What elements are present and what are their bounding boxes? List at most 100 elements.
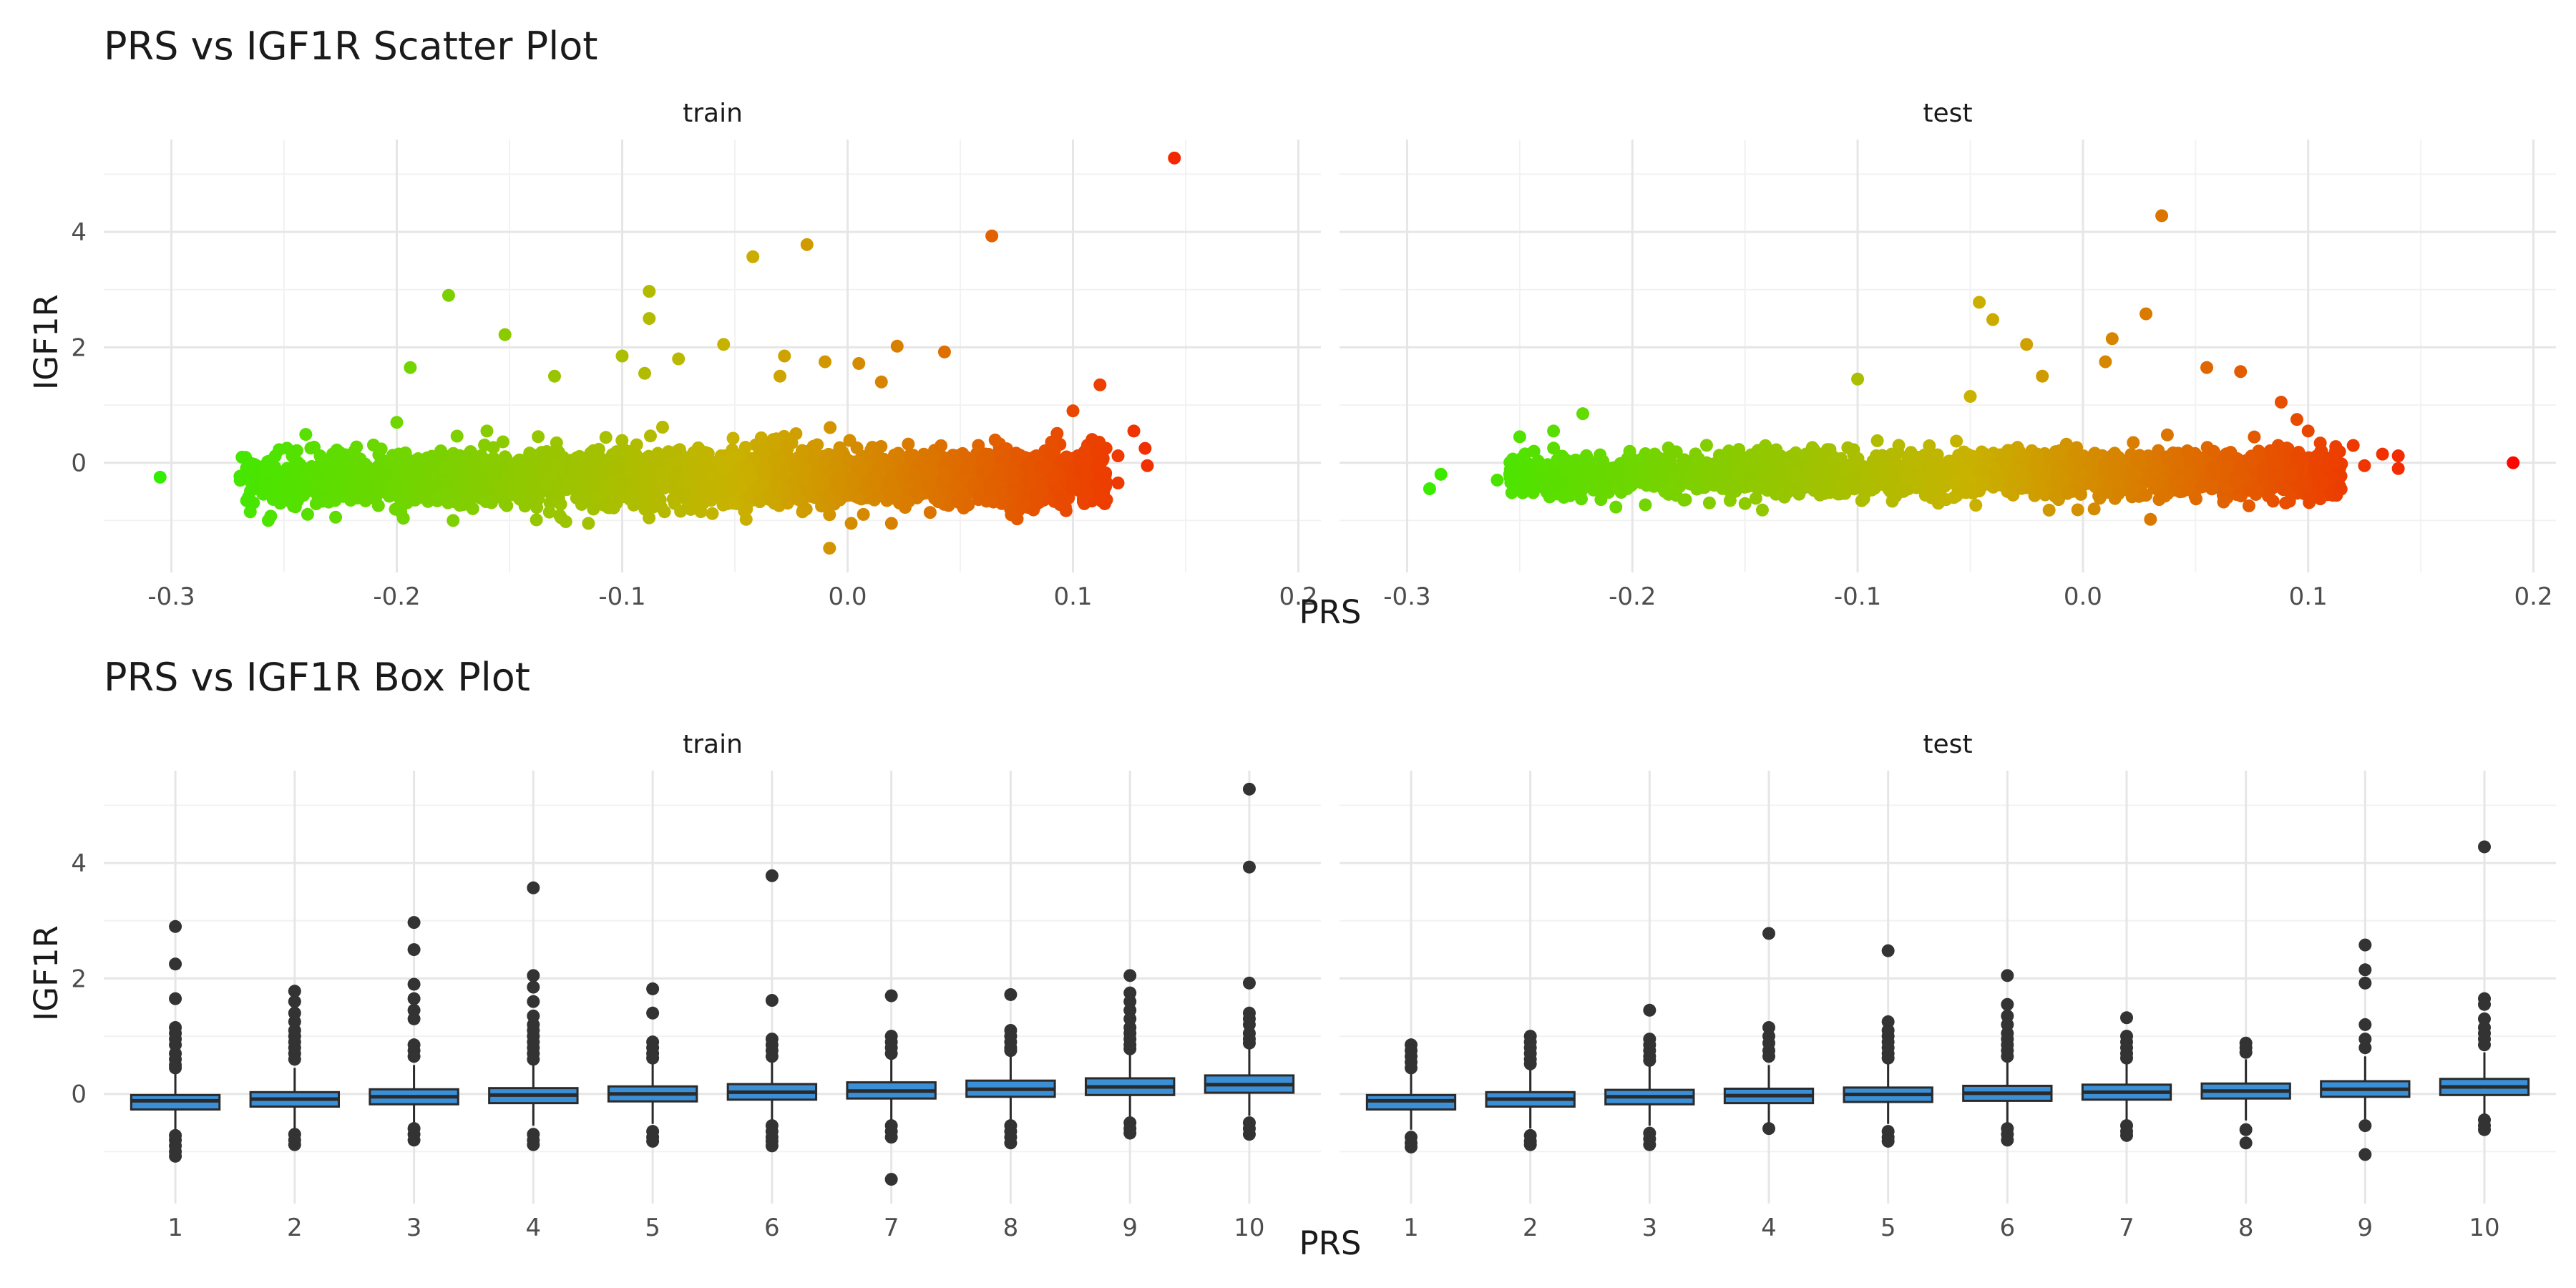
- scatter-point: [390, 416, 404, 429]
- scatter-point: [983, 484, 997, 497]
- scatter-point: [643, 285, 656, 298]
- scatter-point: [1023, 472, 1036, 486]
- scatter-point: [1040, 461, 1053, 474]
- scatter-point: [615, 490, 628, 504]
- y-tick-label: 4: [71, 218, 87, 247]
- scatter-point: [615, 349, 629, 363]
- x-tick-label: 0.2: [1279, 582, 1317, 611]
- scatter-point: [354, 473, 368, 487]
- scatter-point: [2248, 430, 2261, 444]
- scatter-point: [480, 424, 494, 438]
- scatter-points: [153, 151, 1181, 555]
- x-tick-label: -0.2: [1609, 582, 1656, 611]
- x-tick-label: -0.2: [373, 582, 420, 611]
- scatter-point: [1699, 439, 1713, 452]
- scatter-point: [930, 487, 944, 501]
- scatter-point: [1639, 498, 1652, 512]
- scatter-point: [796, 505, 809, 519]
- scatter-point: [411, 452, 425, 466]
- scatter-point: [723, 473, 737, 487]
- scatter-point: [591, 491, 605, 504]
- x-tick-label: 0.0: [828, 582, 867, 611]
- scatter-point: [153, 470, 167, 484]
- scatter-point: [502, 479, 516, 492]
- scatter-point: [407, 468, 421, 482]
- x-tick-label: 0.2: [2514, 582, 2552, 611]
- scatter-point: [261, 514, 275, 527]
- scatter-point: [811, 438, 824, 452]
- scatter-point: [937, 345, 951, 358]
- scatter-point: [529, 480, 542, 494]
- scatter-point: [890, 339, 904, 353]
- scatter-point: [900, 495, 914, 509]
- scatter-point: [884, 517, 898, 530]
- scatter-point: [1168, 151, 1181, 165]
- scatter-point: [621, 444, 635, 458]
- scatter-point: [819, 355, 831, 369]
- scatter-point: [758, 470, 772, 484]
- scatter-point: [496, 435, 509, 449]
- scatter-point: [450, 429, 464, 443]
- scatter-point: [739, 512, 753, 526]
- scatter-point: [902, 437, 915, 451]
- scatter-point: [756, 440, 770, 454]
- scatter-point: [768, 453, 781, 467]
- scatter-point: [301, 507, 314, 521]
- x-tick-label: 0.1: [1053, 582, 1092, 611]
- scatter-point: [884, 474, 898, 488]
- scatter-point: [650, 455, 664, 469]
- scatter-point: [441, 288, 455, 302]
- y-tick-label: 0: [71, 449, 87, 478]
- scatter-point: [374, 442, 388, 456]
- scatter-point: [778, 349, 791, 363]
- scatter-point: [540, 444, 554, 458]
- scatter-point: [598, 479, 612, 493]
- scatter-point: [785, 436, 799, 449]
- scatter-point: [288, 464, 301, 478]
- scatter-point: [670, 465, 683, 479]
- scatter-point: [844, 517, 858, 530]
- scatter-point: [864, 448, 877, 462]
- scatter-point: [872, 458, 885, 472]
- scatter-point: [655, 478, 668, 492]
- x-tick-label: -0.3: [147, 582, 195, 611]
- scatter-point: [265, 455, 278, 469]
- scatter-point: [966, 479, 980, 492]
- scatter-point: [613, 461, 626, 474]
- scatter-point: [331, 464, 345, 477]
- scatter-point: [948, 460, 962, 474]
- scatter-point: [1111, 476, 1125, 489]
- scatter-point: [1111, 449, 1125, 463]
- scatter-point: [319, 462, 333, 475]
- scatter-point: [923, 506, 937, 519]
- scatter-point: [822, 490, 836, 504]
- scatter-point: [336, 450, 350, 464]
- scatter-point: [321, 481, 335, 494]
- scatter-point: [771, 482, 784, 495]
- scatter-point: [653, 493, 667, 507]
- scatter-point: [280, 494, 294, 507]
- scatter-point: [577, 490, 591, 504]
- scatter-point: [988, 433, 1002, 447]
- scatter-point: [1702, 496, 1716, 509]
- scatter-point: [1005, 508, 1018, 522]
- x-tick-label: -0.1: [1834, 582, 1881, 611]
- scatter-point: [1017, 496, 1030, 509]
- scatter-point: [1066, 404, 1080, 418]
- scatter-point: [394, 497, 408, 511]
- scatter-point: [381, 467, 394, 481]
- scatter-point: [1969, 499, 1983, 512]
- scatter-point: [240, 494, 253, 507]
- scatter-point: [1138, 441, 1152, 455]
- scatter-point: [778, 467, 791, 480]
- scatter-point: [464, 445, 477, 459]
- scatter-point: [548, 369, 561, 383]
- scatter-point: [1008, 472, 1021, 486]
- scatter-point: [304, 441, 318, 455]
- scatter-point: [530, 501, 544, 514]
- scatter-point: [1055, 490, 1068, 504]
- scatter-points: [1423, 209, 2520, 526]
- scatter-point: [610, 445, 623, 459]
- scatter-point: [1065, 481, 1079, 494]
